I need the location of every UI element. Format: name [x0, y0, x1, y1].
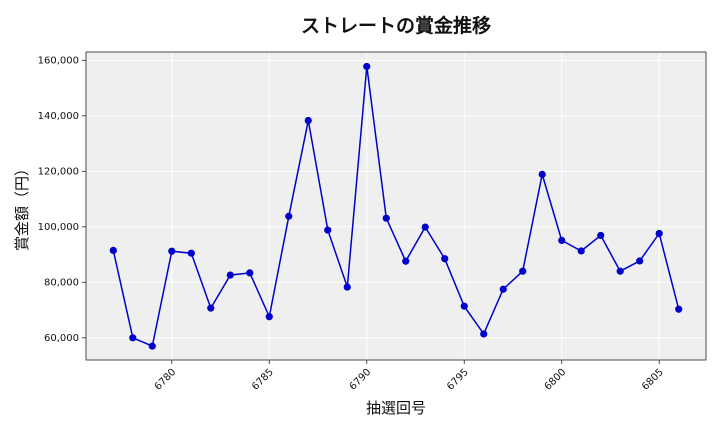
x-tick-label: 6790 [348, 367, 374, 393]
data-point [382, 214, 390, 222]
data-point [187, 249, 195, 257]
data-point [538, 170, 546, 178]
data-point [597, 231, 605, 240]
data-point [363, 62, 371, 71]
chart-title: ストレートの賞金推移 [301, 14, 491, 37]
y-tick-label: 140,000 [38, 111, 79, 122]
y-axis-ticks: 60,000 80,000 100,000 120,000 140,000 160,000 [38, 55, 86, 344]
plot-area [86, 52, 706, 360]
data-point [441, 255, 449, 263]
x-gridlines [171, 52, 660, 360]
series-line [112, 66, 680, 348]
y-axis-label: 賞金額（円） [13, 161, 31, 251]
y-tick-label: 60,000 [44, 333, 79, 344]
data-point [675, 305, 683, 313]
y-tick-label: 160,000 [38, 55, 79, 66]
x-tick-label: 6800 [543, 367, 569, 393]
data-point [324, 226, 332, 234]
x-axis-ticks: 6780 6785 6790 6795 6800 6805 [153, 360, 666, 393]
x-axis-label: 抽選回号 [366, 399, 426, 417]
data-point [636, 257, 644, 265]
data-point [577, 247, 585, 255]
x-tick-label: 6780 [153, 367, 179, 393]
data-point [558, 236, 566, 245]
data-point [655, 229, 663, 238]
data-point [207, 304, 215, 312]
data-point [519, 267, 527, 275]
data-point [265, 313, 273, 321]
y-tick-label: 80,000 [44, 277, 79, 288]
data-point [343, 283, 351, 291]
data-point [109, 246, 117, 254]
y-tick-label: 100,000 [38, 222, 79, 233]
x-tick-label: 6805 [640, 367, 666, 393]
data-point [421, 223, 429, 231]
data-point [616, 267, 624, 275]
x-tick-label: 6785 [250, 367, 276, 393]
data-point [148, 342, 156, 350]
data-point [460, 302, 468, 310]
data-point [402, 257, 410, 265]
data-point [129, 334, 137, 342]
data-point [246, 269, 254, 277]
y-gridlines [86, 59, 706, 339]
x-tick-label: 6795 [445, 367, 471, 393]
y-tick-label: 120,000 [38, 166, 79, 177]
series-group [109, 62, 683, 350]
data-point [168, 247, 176, 255]
data-point [304, 116, 312, 125]
plot-frame [85, 51, 707, 361]
data-point [499, 285, 507, 293]
data-point [226, 271, 234, 279]
data-point [285, 212, 293, 220]
data-point [480, 330, 488, 338]
